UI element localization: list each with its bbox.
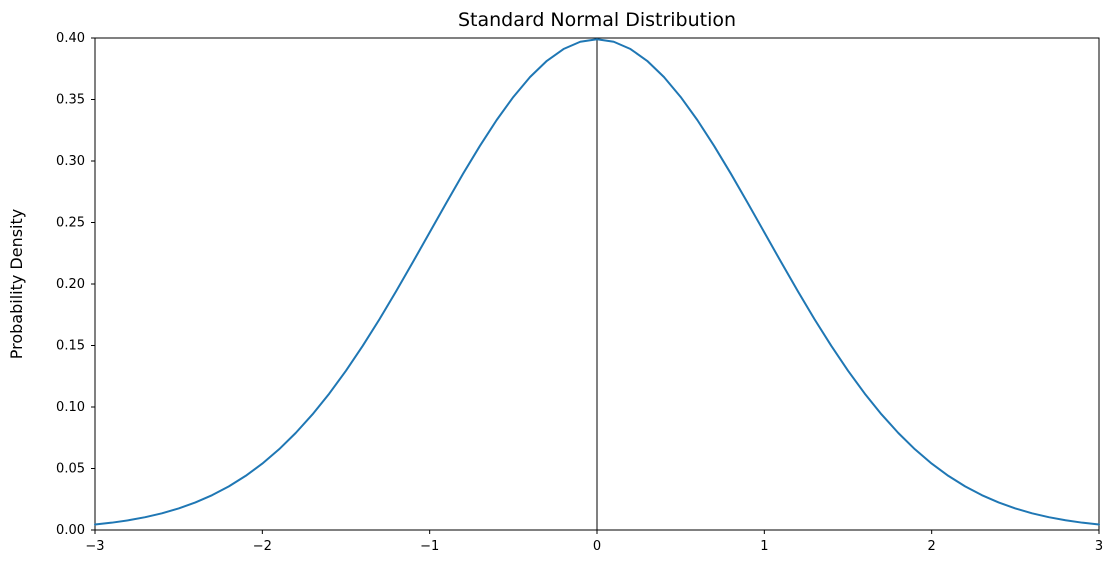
chart-title: Standard Normal Distribution bbox=[458, 9, 736, 31]
x-tick-label: −2 bbox=[253, 539, 272, 554]
y-tick-label: 0.05 bbox=[56, 462, 85, 477]
x-tick-label: 3 bbox=[1095, 539, 1103, 554]
chart-container: −3 −2 −1 0 1 2 3 0.00 0.05 0.10 0.15 0.20 0.25 0.30 0.… bbox=[0, 0, 1119, 572]
y-tick-label: 0.30 bbox=[56, 154, 85, 169]
x-tick-label: 0 bbox=[593, 539, 601, 554]
x-tick-label: 2 bbox=[928, 539, 936, 554]
x-tick-label: 1 bbox=[760, 539, 768, 554]
y-tick-label: 0.00 bbox=[56, 523, 85, 538]
x-tick-label: −1 bbox=[420, 539, 439, 554]
x-tick-label: −3 bbox=[85, 539, 104, 554]
y-tick-label: 0.10 bbox=[56, 400, 85, 415]
y-axis-label: Probability Density bbox=[7, 209, 26, 360]
y-tick-label: 0.15 bbox=[56, 339, 85, 354]
chart-svg: −3 −2 −1 0 1 2 3 0.00 0.05 0.10 0.15 0.20 0.25 0.30 0.… bbox=[0, 0, 1119, 572]
y-tick-label: 0.25 bbox=[56, 216, 85, 231]
chart-background bbox=[0, 0, 1119, 572]
y-tick-label: 0.40 bbox=[56, 31, 85, 46]
y-tick-label: 0.20 bbox=[56, 277, 85, 292]
y-tick-label: 0.35 bbox=[56, 93, 85, 108]
